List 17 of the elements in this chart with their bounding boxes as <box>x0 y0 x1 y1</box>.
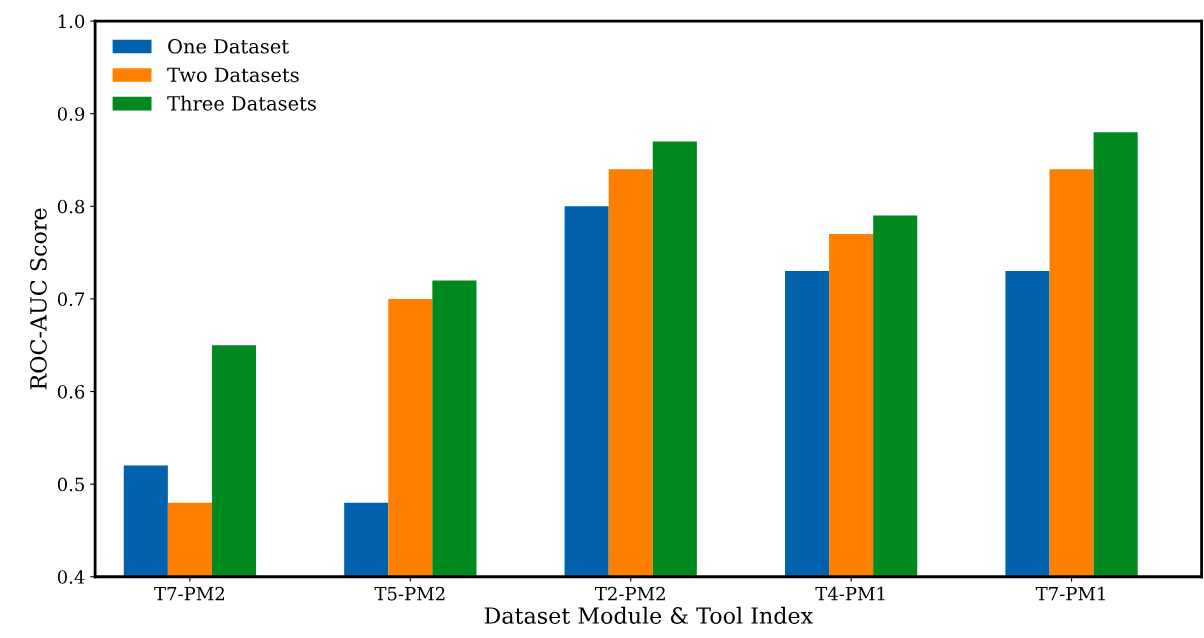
x-tick-label: T4-PM1 <box>815 586 885 601</box>
x-axis-title: Dataset Module & Tool Index <box>484 606 813 624</box>
y-tick-label: 0.9 <box>57 107 85 121</box>
x-tick-label: T7-PM2 <box>154 586 224 601</box>
y-tick-label: 1.0 <box>58 14 85 29</box>
y-tick-label: 0.4 <box>57 570 85 584</box>
y-axis-title: ROC-AUC Score <box>30 208 47 390</box>
x-tick-label: T2-PM2 <box>595 586 665 601</box>
y-tick-label: 0.8 <box>57 199 85 214</box>
x-tick-label: T7-PM1 <box>1035 586 1105 601</box>
legend-label: Two Datasets <box>167 67 299 83</box>
x-tick-label: T5-PM2 <box>374 586 445 601</box>
y-tick-label: 0.5 <box>57 477 84 492</box>
legend-label: Three Datasets <box>167 95 316 111</box>
legend-label: One Dataset <box>168 38 289 54</box>
y-tick-label: 0.6 <box>57 384 85 399</box>
y-tick-label: 0.7 <box>57 292 85 307</box>
